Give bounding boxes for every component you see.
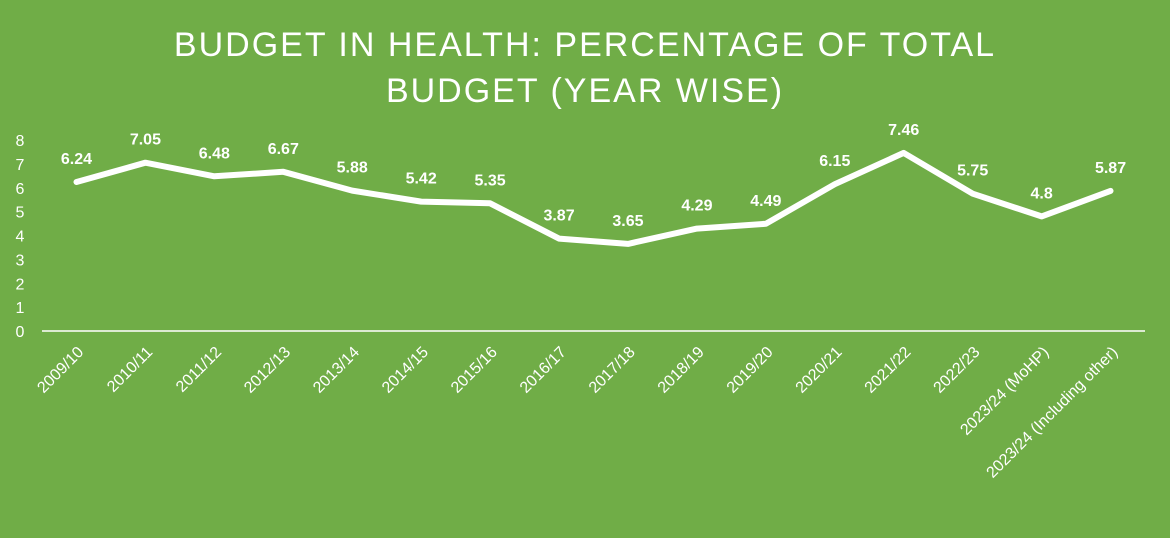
data-label: 6.15 bbox=[819, 153, 850, 170]
x-tick-label: 2017/18 bbox=[586, 344, 639, 397]
x-tick-label: 2019/20 bbox=[724, 344, 777, 397]
x-tick-label: 2023/24 (Including other) bbox=[984, 344, 1122, 482]
data-label: 6.48 bbox=[199, 145, 230, 162]
data-label: 5.75 bbox=[957, 163, 988, 180]
data-label: 4.29 bbox=[681, 198, 712, 215]
y-tick-label: 7 bbox=[16, 157, 25, 174]
x-tick-label: 2009/10 bbox=[34, 344, 87, 397]
x-tick-label: 2021/22 bbox=[862, 344, 915, 397]
y-tick-label: 4 bbox=[16, 229, 25, 246]
x-tick-label: 2010/11 bbox=[104, 344, 156, 396]
x-tick-label: 2013/14 bbox=[310, 344, 363, 397]
chart-title: BUDGET IN HEALTH: PERCENTAGE OF TOTAL BU… bbox=[0, 22, 1170, 114]
chart-title-line-1: BUDGET IN HEALTH: PERCENTAGE OF TOTAL bbox=[173, 26, 997, 64]
y-tick-label: 1 bbox=[16, 300, 25, 317]
y-tick-label: 2 bbox=[16, 276, 25, 293]
y-tick-label: 8 bbox=[16, 133, 25, 150]
y-tick-label: 5 bbox=[16, 205, 25, 222]
data-label: 4.49 bbox=[750, 193, 781, 210]
chart-title-line-2: BUDGET (YEAR WISE) bbox=[385, 72, 785, 110]
y-tick-label: 6 bbox=[16, 181, 25, 198]
series-line bbox=[73, 149, 1114, 247]
x-tick-label: 2020/21 bbox=[793, 344, 846, 397]
data-label: 3.65 bbox=[612, 213, 643, 230]
x-tick-label: 2016/17 bbox=[517, 344, 570, 397]
data-label: 6.24 bbox=[61, 151, 92, 168]
y-tick-label: 3 bbox=[16, 252, 25, 269]
data-label: 7.05 bbox=[130, 132, 161, 149]
y-axis-tick-labels: 0 1 2 3 4 5 6 7 8 bbox=[16, 133, 25, 341]
x-tick-label: 2018/19 bbox=[655, 344, 708, 397]
data-label: 5.88 bbox=[337, 160, 368, 177]
data-label: 6.67 bbox=[268, 141, 299, 158]
x-tick-label: 2012/13 bbox=[241, 344, 294, 397]
data-label: 4.8 bbox=[1030, 185, 1052, 202]
x-axis-tick-labels: 2009/10 2010/11 2011/12 2012/13 2013/14 2014/… bbox=[34, 344, 1121, 482]
x-tick-label: 2022/23 bbox=[931, 344, 984, 397]
data-label: 7.46 bbox=[888, 122, 919, 139]
data-label: 5.87 bbox=[1095, 160, 1126, 177]
data-label: 3.87 bbox=[543, 208, 574, 225]
x-tick-label: 2015/16 bbox=[448, 344, 501, 397]
data-labels: 6.24 7.05 6.48 6.67 5.88 5.42 5.35 3.87 3.65 4.29… bbox=[61, 122, 1126, 230]
drop-lines bbox=[75, 152, 1112, 331]
data-label: 5.42 bbox=[406, 171, 437, 188]
x-tick-label: 2011/12 bbox=[173, 344, 225, 396]
data-label: 5.35 bbox=[475, 172, 506, 189]
x-tick-label: 2014/15 bbox=[379, 344, 432, 397]
y-tick-label: 0 bbox=[16, 324, 25, 341]
